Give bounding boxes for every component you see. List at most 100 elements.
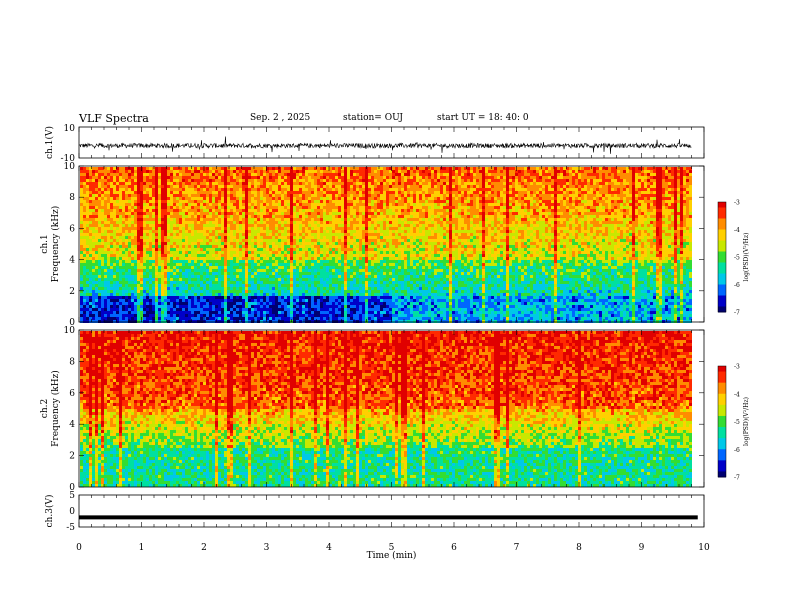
- spectrogram-cell: [83, 290, 86, 293]
- spectrogram-cell: [83, 227, 86, 230]
- spectrogram-cell: [341, 278, 344, 281]
- spectrogram-cell: [182, 203, 185, 206]
- spectrogram-cell: [80, 317, 83, 320]
- spectrogram-cell: [194, 173, 197, 176]
- spectrogram-cell: [224, 317, 227, 320]
- spectrogram-cell: [140, 188, 143, 191]
- spectrogram-cell: [200, 254, 203, 257]
- spectrogram-cell: [344, 263, 347, 266]
- spectrogram-cell: [350, 305, 353, 308]
- spectrogram-cell: [287, 263, 290, 266]
- spectrogram-cell: [92, 245, 95, 248]
- spectrogram-cell: [248, 215, 251, 218]
- spectrogram-cell: [308, 218, 311, 221]
- spectrogram-cell: [134, 188, 137, 191]
- spectrogram-cell: [110, 269, 113, 272]
- spectrogram-cell: [152, 200, 155, 203]
- spectrogram-cell: [338, 224, 341, 227]
- spectrogram-cell: [332, 311, 335, 314]
- spectrogram-cell: [239, 185, 242, 188]
- spectrogram-cell: [167, 251, 170, 254]
- spectrogram-cell: [215, 293, 218, 296]
- spectrogram-cell: [248, 248, 251, 251]
- spectrogram-cell: [347, 299, 350, 302]
- spectrogram-cell: [311, 176, 314, 179]
- spectrogram-cell: [164, 284, 167, 287]
- spectrogram-cell: [341, 299, 344, 302]
- spectrogram-cell: [251, 230, 254, 233]
- spectrogram-cell: [122, 197, 125, 200]
- spectrogram-cell: [239, 251, 242, 254]
- spectrogram-cell: [200, 251, 203, 254]
- spectrogram-cell: [197, 167, 200, 170]
- spectrogram-cell: [104, 224, 107, 227]
- spectrogram-cell: [176, 191, 179, 194]
- spectrogram-cell: [116, 224, 119, 227]
- spectrogram-cell: [170, 179, 173, 182]
- spectrogram-cell: [83, 272, 86, 275]
- spectrogram-cell: [233, 230, 236, 233]
- spectrogram-cell: [173, 314, 176, 317]
- spectrogram-cell: [161, 179, 164, 182]
- spectrogram-cell: [254, 212, 257, 215]
- spectrogram-cell: [254, 191, 257, 194]
- spectrogram-cell: [110, 245, 113, 248]
- spectrogram-cell: [83, 170, 86, 173]
- spectrogram-cell: [98, 296, 101, 299]
- spectrogram-cell: [113, 281, 116, 284]
- spectrogram-cell: [167, 182, 170, 185]
- spectrogram-cell: [344, 251, 347, 254]
- spectrogram-cell: [284, 293, 287, 296]
- spectrogram-cell: [161, 275, 164, 278]
- spectrogram-cell: [221, 278, 224, 281]
- spectrogram-cell: [254, 275, 257, 278]
- spectrogram-cell: [155, 248, 158, 251]
- spectrogram-cell: [284, 212, 287, 215]
- spectrogram-cell: [161, 221, 164, 224]
- spectrogram-cell: [272, 173, 275, 176]
- spectrogram-cell: [350, 296, 353, 299]
- spectrogram-cell: [263, 233, 266, 236]
- spectrogram-cell: [95, 206, 98, 209]
- spectrogram-cell: [143, 257, 146, 260]
- spectrogram-cell: [227, 233, 230, 236]
- spectrogram-cell: [170, 260, 173, 263]
- spectrogram-cell: [164, 206, 167, 209]
- spectrogram-cell: [152, 317, 155, 320]
- spectrogram-cell: [299, 194, 302, 197]
- spectrogram-cell: [161, 260, 164, 263]
- spectrogram-cell: [275, 302, 278, 305]
- spectrogram-cell: [278, 245, 281, 248]
- spectrogram-cell: [89, 218, 92, 221]
- spectrogram-cell: [257, 227, 260, 230]
- spectrogram-cell: [128, 266, 131, 269]
- spectrogram-cell: [110, 179, 113, 182]
- spectrogram-cell: [254, 284, 257, 287]
- spectrogram-cell: [197, 308, 200, 311]
- spectrogram-cell: [116, 305, 119, 308]
- spectrogram-cell: [149, 257, 152, 260]
- spectrogram-cell: [140, 230, 143, 233]
- spectrogram-cell: [260, 272, 263, 275]
- spectrogram-cell: [134, 311, 137, 314]
- spectrogram-cell: [200, 320, 203, 323]
- spectrogram-cell: [317, 284, 320, 287]
- spectrogram-cell: [146, 215, 149, 218]
- spectrogram-cell: [242, 200, 245, 203]
- spectrogram-cell: [290, 239, 293, 242]
- spectrogram-cell: [236, 194, 239, 197]
- spectrogram-cell: [236, 173, 239, 176]
- spectrogram-cell: [278, 308, 281, 311]
- spectrogram-cell: [137, 275, 140, 278]
- spectrogram-cell: [113, 248, 116, 251]
- spectrogram-cell: [329, 287, 332, 290]
- spectrogram-cell: [353, 281, 356, 284]
- spectrogram-cell: [248, 317, 251, 320]
- spectrogram-cell: [224, 272, 227, 275]
- spectrogram-cell: [119, 311, 122, 314]
- spectrogram-cell: [278, 260, 281, 263]
- spectrogram-cell: [311, 308, 314, 311]
- spectrogram-cell: [134, 221, 137, 224]
- spectrogram-cell: [107, 251, 110, 254]
- spectrogram-cell: [179, 236, 182, 239]
